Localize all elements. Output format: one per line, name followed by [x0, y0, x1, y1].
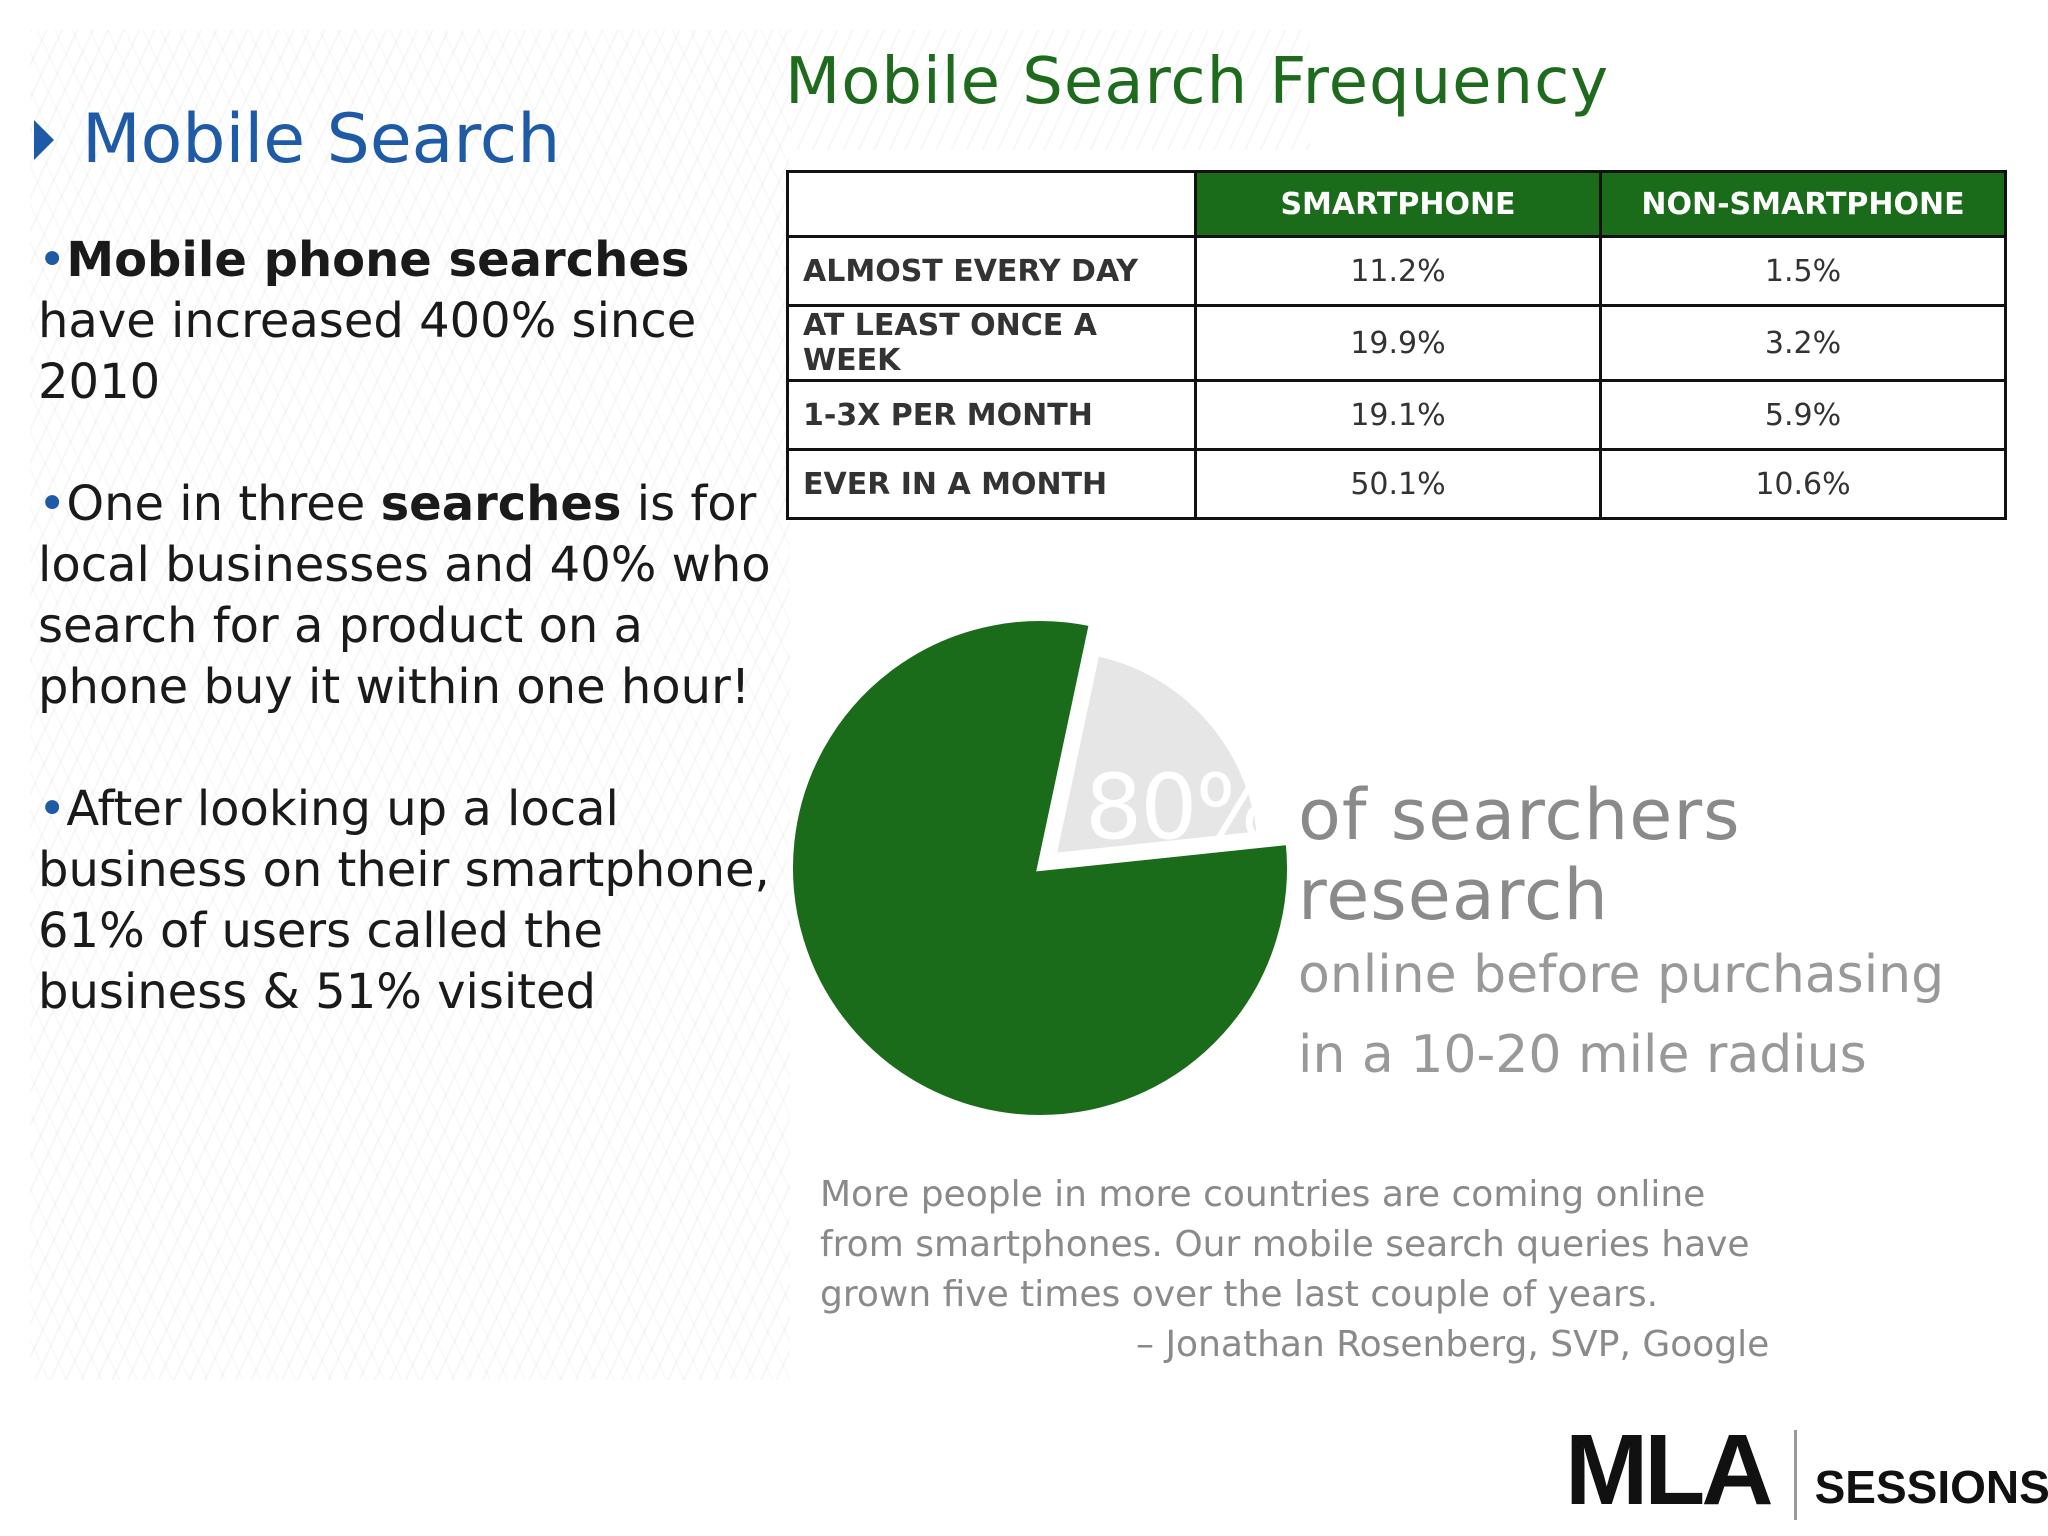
table-cell: 5.9%: [1599, 379, 2007, 451]
table-cell: 19.1%: [1194, 379, 1602, 451]
frequency-table: SMARTPHONE NON-SMARTPHONE ALMOST EVERY D…: [786, 170, 2007, 520]
table-row: 1-3X PER MONTH 19.1% 5.9%: [786, 379, 2007, 451]
pie-caption-line-2: online before purchasing: [1298, 945, 1945, 1005]
quote: More people in more countries are coming…: [820, 1170, 1820, 1365]
bullet-dot: •: [38, 232, 67, 288]
bullet-2-bold: searches: [380, 476, 622, 532]
table-cell: 50.1%: [1194, 448, 1602, 520]
bullet-1-bold: Mobile phone searches: [66, 232, 690, 288]
logo-mla: MLA: [1565, 1414, 1774, 1526]
logo-sessions: SESSIONS: [1814, 1461, 2048, 1513]
quote-line-3: grown five times over the last couple of…: [820, 1274, 1659, 1315]
quote-line-2: from smartphones. Our mobile search quer…: [820, 1224, 1750, 1265]
table-cell: 10.6%: [1599, 448, 2007, 520]
row-label: 1-3X PER MONTH: [786, 379, 1197, 451]
pie-caption-line-3: in a 10-20 mile radius: [1298, 1025, 1867, 1085]
table-header-row: SMARTPHONE NON-SMARTPHONE: [786, 170, 2007, 238]
bullet-1-rest: have increased 400% since 2010: [38, 293, 697, 410]
row-label: ALMOST EVERY DAY: [786, 235, 1197, 307]
table-title: Mobile Search Frequency: [785, 45, 1610, 119]
background-texture: [30, 30, 790, 1380]
bullet-dot: •: [38, 781, 67, 837]
triangle-bullet-icon: [34, 119, 54, 160]
quote-attribution: – Jonathan Rosenberg, SVP, Google: [1136, 1324, 1770, 1365]
bullet-2-rest: is for local businesses and 40% who sear…: [38, 476, 771, 715]
bullet-list: •Mobile phone searches have increased 40…: [38, 230, 778, 1084]
pie-slice-label: 80%: [1085, 755, 1281, 860]
bullet-dot: •: [38, 476, 67, 532]
bullet-2: •One in three searches is for local busi…: [38, 474, 778, 718]
pie-slice-main: [787, 615, 1293, 1121]
column-header-smartphone: SMARTPHONE: [1194, 170, 1602, 238]
column-header-non-smartphone: NON-SMARTPHONE: [1599, 170, 2007, 238]
logo-divider: [1793, 1430, 1797, 1520]
pie-slice-remainder: [1049, 649, 1264, 860]
table-cell: 11.2%: [1194, 235, 1602, 307]
bullet-3-text: After looking up a local business on the…: [38, 781, 770, 1020]
pie-caption-line-1: of searchers research: [1298, 774, 1741, 936]
table-row: AT LEAST ONCE A WEEK 19.9% 3.2%: [786, 304, 2007, 382]
pie-caption: of searchers research online before purc…: [1298, 775, 2048, 1095]
row-label: EVER IN A MONTH: [786, 448, 1197, 520]
table-corner-cell: [786, 170, 1197, 238]
table-row: EVER IN A MONTH 50.1% 10.6%: [786, 448, 2007, 520]
mla-sessions-logo: MLA SESSIONS: [1565, 1420, 2048, 1520]
section-title: Mobile Search: [34, 100, 560, 179]
row-label: AT LEAST ONCE A WEEK: [786, 304, 1197, 382]
table-cell: 19.9%: [1194, 304, 1602, 382]
section-title-text: Mobile Search: [82, 100, 561, 179]
pie-chart: [787, 615, 1293, 1121]
table-cell: 1.5%: [1599, 235, 2007, 307]
table-cell: 3.2%: [1599, 304, 2007, 382]
bullet-3: •After looking up a local business on th…: [38, 779, 778, 1023]
bullet-2-pre: One in three: [66, 476, 381, 532]
table-row: ALMOST EVERY DAY 11.2% 1.5%: [786, 235, 2007, 307]
background-texture-top: [790, 30, 1310, 150]
quote-line-1: More people in more countries are coming…: [820, 1174, 1706, 1215]
bullet-1: •Mobile phone searches have increased 40…: [38, 230, 778, 413]
